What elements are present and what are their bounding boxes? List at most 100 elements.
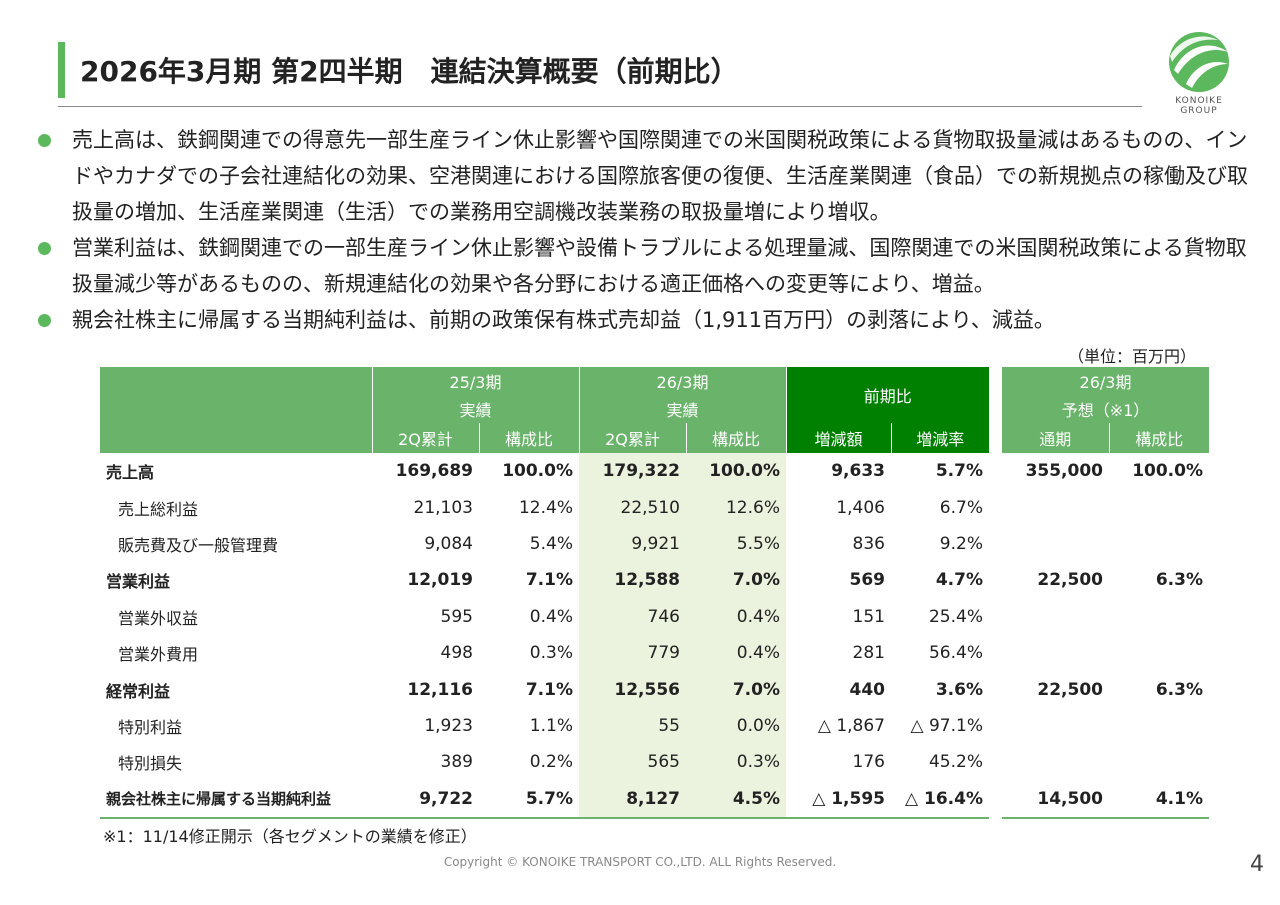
cell-value: 7.1%: [525, 679, 573, 700]
cell-value: 12,019: [407, 570, 473, 591]
gap-cell: [989, 744, 1002, 781]
row-label: 特別利益: [118, 717, 183, 737]
cell-value: 12,556: [579, 671, 686, 708]
cell-value: 9,633: [831, 461, 885, 482]
cell-value: [1002, 526, 1109, 562]
header-gap: [989, 367, 1002, 453]
unit-label: （単位：百万円）: [1067, 347, 1196, 366]
logo-text: KONOIKE GROUP: [1175, 96, 1223, 116]
subheader-cell: 増減額: [785, 423, 891, 453]
cell-value: 12.4%: [518, 497, 573, 518]
table-header-row-3: 2Q累計 構成比 2Q累計 構成比 増減額 増減率 通期 構成比: [100, 423, 1209, 453]
cell-value: [1109, 744, 1209, 780]
cell-value: 7.0%: [686, 671, 786, 708]
bullet-sales: 売上高は、鉄鋼関連での得意先一部生産ライン休止影響や国際関連での米国関税政策によ…: [36, 122, 1251, 230]
table-header-row-2: 実績 実績 予想（※1）: [100, 395, 1209, 423]
table-header-row-1: 25/3期 26/3期 前期比 26/3期: [100, 367, 1209, 453]
cell-value: △ 1,867: [817, 715, 885, 736]
cell-value: 22,500: [1037, 570, 1103, 591]
cell-value: 5.5%: [686, 525, 786, 563]
cell-value: 565: [579, 744, 686, 781]
subheader-cell: 通期: [1002, 423, 1109, 453]
cell-value: [1002, 744, 1109, 780]
subheader-cell: 増減率: [890, 423, 989, 453]
cell-value: 22,510: [579, 489, 686, 526]
cell-value: 169,689: [395, 461, 473, 482]
table-row: 販売費及び一般管理費 9,084 5.4% 9,921 5.5% 836 9.2…: [100, 525, 1209, 563]
gap-cell: [989, 562, 1002, 599]
table-row: 経常利益 12,116 7.1% 12,556 7.0% 440 3.6% 22…: [100, 671, 1209, 708]
cell-value: [1109, 708, 1209, 744]
row-label: 経常利益: [106, 681, 171, 701]
header-fy26-actual: 実績: [578, 395, 786, 423]
cell-value: 6.3%: [1155, 570, 1203, 591]
cell-value: 100.0%: [502, 461, 573, 482]
row-label: 売上総利益: [118, 499, 199, 519]
cell-value: 9,921: [579, 525, 686, 563]
bullet-net-income: 親会社株主に帰属する当期純利益は、前期の政策保有株式売却益（1,911百万円）の…: [36, 302, 1251, 338]
subheader-cell: 2Q累計: [578, 423, 686, 453]
konoike-logo: KONOIKE GROUP: [1164, 30, 1234, 120]
title-accent-bar: [58, 42, 65, 98]
row-label: 営業外収益: [118, 608, 199, 628]
copyright-text: Copyright © KONOIKE TRANSPORT CO.,LTD. A…: [443, 855, 837, 869]
cell-value: 100.0%: [1132, 461, 1203, 482]
cell-value: 45.2%: [928, 752, 983, 773]
cell-value: 12,588: [579, 562, 686, 599]
cell-value: △ 16.4%: [891, 780, 989, 819]
header-yoy: 前期比: [785, 367, 989, 423]
cell-value: 5.7%: [935, 461, 983, 482]
bullet-text: 売上高は、鉄鋼関連での得意先一部生産ライン休止影響や国際関連での米国関税政策によ…: [72, 128, 1248, 224]
cell-value: 22,500: [1037, 679, 1103, 700]
cell-value: 9,722: [372, 780, 479, 819]
table-row: 特別損失 389 0.2% 565 0.3% 176 45.2%: [100, 744, 1209, 781]
cell-value: 4.7%: [935, 570, 983, 591]
bullet-operating-income: 営業利益は、鉄鋼関連での一部生産ライン休止影響や設備トラブルによる処理量減、国際…: [36, 230, 1251, 302]
cell-value: 21,103: [413, 497, 473, 518]
cell-value: 0.4%: [686, 634, 786, 672]
financial-summary-table: 25/3期 26/3期 前期比 26/3期 実績 実績 予想（※1） 2Q累計 …: [100, 367, 1209, 819]
cell-value: 746: [579, 598, 686, 635]
gap-cell: [989, 489, 1002, 526]
table-row: 売上高 169,689 100.0% 179,322 100.0% 9,633 …: [100, 453, 1209, 490]
header-fy25-actual: 実績: [371, 395, 579, 423]
gap-cell: [989, 634, 1002, 672]
summary-bullets: 売上高は、鉄鋼関連での得意先一部生産ライン休止影響や国際関連での米国関税政策によ…: [36, 122, 1251, 338]
row-label: 営業外費用: [118, 645, 199, 665]
cell-value: [1109, 599, 1209, 635]
cell-value: 0.3%: [686, 744, 786, 781]
cell-value: 7.0%: [686, 562, 786, 599]
cell-value: △ 1,595: [786, 780, 891, 819]
cell-value: 5.4%: [529, 533, 573, 554]
cell-value: 7.1%: [525, 570, 573, 591]
table-row: 売上総利益 21,103 12.4% 22,510 12.6% 1,406 6.…: [100, 489, 1209, 526]
cell-value: [1109, 489, 1209, 525]
table-row: 営業利益 12,019 7.1% 12,588 7.0% 569 4.7% 22…: [100, 562, 1209, 599]
cell-value: 0.4%: [529, 606, 573, 627]
title-divider: [58, 106, 1142, 107]
cell-value: 8,127: [579, 780, 686, 819]
footnote: ※1：11/14修正開示（各セグメントの業績を修正）: [103, 827, 477, 846]
gap-cell: [989, 707, 1002, 745]
cell-value: 1.1%: [529, 715, 573, 736]
cell-value: [1002, 489, 1109, 525]
row-label: 売上高: [106, 463, 155, 483]
subheader-cell: 構成比: [1108, 423, 1209, 453]
gap-cell: [989, 525, 1002, 563]
cell-value: [1002, 635, 1109, 671]
row-label: 特別損失: [118, 754, 183, 774]
cell-value: 14,500: [1002, 780, 1109, 819]
table-row: 営業外収益 595 0.4% 746 0.4% 151 25.4%: [100, 598, 1209, 635]
header-fy26-period: 26/3期: [578, 367, 786, 395]
cell-value: 176: [852, 752, 885, 773]
subheader-cell: 構成比: [685, 423, 786, 453]
cell-value: 440: [849, 679, 886, 700]
cell-value: 836: [852, 533, 885, 554]
cell-value: 100.0%: [686, 453, 786, 490]
cell-value: 0.0%: [686, 707, 786, 745]
cell-value: 498: [440, 643, 473, 664]
cell-value: 179,322: [579, 453, 686, 490]
cell-value: [1109, 635, 1209, 671]
subheader-cell: 2Q累計: [371, 423, 479, 453]
cell-value: 25.4%: [928, 606, 983, 627]
